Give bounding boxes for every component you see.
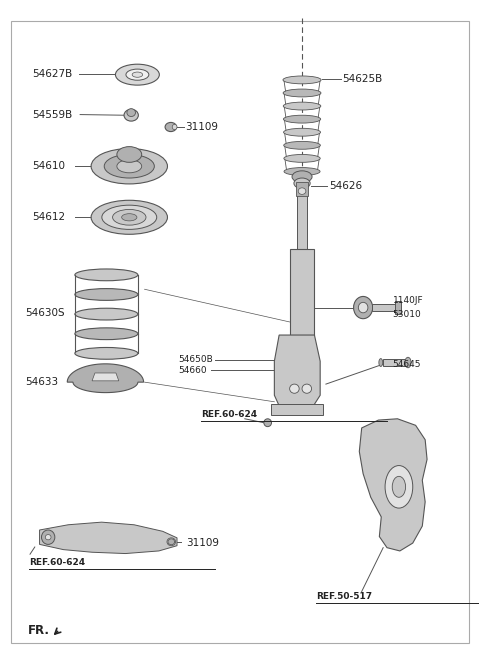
Ellipse shape <box>75 308 138 320</box>
Bar <box>372 304 396 311</box>
Text: 54633: 54633 <box>25 377 59 387</box>
Text: REF.60-624: REF.60-624 <box>29 558 85 566</box>
Ellipse shape <box>132 72 143 78</box>
Ellipse shape <box>302 384 312 394</box>
Text: 53010: 53010 <box>393 309 421 319</box>
Ellipse shape <box>121 214 137 221</box>
Ellipse shape <box>284 128 321 136</box>
Text: 31109: 31109 <box>187 538 219 548</box>
Text: 54650B: 54650B <box>178 355 213 365</box>
Bar <box>271 405 323 415</box>
Ellipse shape <box>294 178 310 189</box>
Ellipse shape <box>91 148 168 184</box>
Ellipse shape <box>284 141 320 149</box>
Ellipse shape <box>172 124 177 129</box>
Polygon shape <box>275 335 320 406</box>
Ellipse shape <box>41 530 55 545</box>
Ellipse shape <box>283 76 321 84</box>
Text: 54612: 54612 <box>33 212 66 222</box>
Ellipse shape <box>289 384 299 394</box>
Ellipse shape <box>75 269 138 281</box>
Ellipse shape <box>126 69 149 80</box>
Ellipse shape <box>284 168 320 175</box>
Ellipse shape <box>165 122 177 131</box>
Ellipse shape <box>45 535 51 540</box>
Text: REF.60-624: REF.60-624 <box>201 411 257 419</box>
Ellipse shape <box>298 188 306 194</box>
Ellipse shape <box>117 160 142 173</box>
Ellipse shape <box>117 147 142 162</box>
Ellipse shape <box>264 419 272 426</box>
Bar <box>296 182 308 196</box>
Bar <box>383 359 405 366</box>
Polygon shape <box>360 419 427 551</box>
Text: 54660: 54660 <box>178 366 206 375</box>
Text: 54625B: 54625B <box>343 74 383 83</box>
Polygon shape <box>92 373 119 381</box>
Ellipse shape <box>75 328 138 340</box>
Text: FR.: FR. <box>28 624 49 637</box>
Polygon shape <box>39 522 177 554</box>
Ellipse shape <box>379 359 383 367</box>
Ellipse shape <box>124 109 138 121</box>
Ellipse shape <box>168 539 175 545</box>
Text: 1140JF: 1140JF <box>393 296 423 305</box>
Ellipse shape <box>385 466 413 508</box>
Bar <box>289 249 314 335</box>
Bar <box>395 301 401 314</box>
Ellipse shape <box>359 302 368 313</box>
Text: 54627B: 54627B <box>33 69 72 79</box>
Text: 54626: 54626 <box>329 181 362 191</box>
Ellipse shape <box>284 154 320 162</box>
Polygon shape <box>67 364 144 393</box>
Text: 31109: 31109 <box>185 122 218 132</box>
Ellipse shape <box>104 154 155 178</box>
Text: 54630S: 54630S <box>25 307 65 318</box>
Bar <box>297 191 307 251</box>
Text: 54559B: 54559B <box>33 110 72 120</box>
Ellipse shape <box>127 108 135 116</box>
Ellipse shape <box>75 348 138 359</box>
Ellipse shape <box>167 538 176 546</box>
Ellipse shape <box>102 205 157 229</box>
Text: 54610: 54610 <box>33 161 65 171</box>
Ellipse shape <box>75 288 138 300</box>
Ellipse shape <box>91 200 168 235</box>
Ellipse shape <box>113 210 146 225</box>
Ellipse shape <box>392 476 406 497</box>
Ellipse shape <box>354 296 372 319</box>
Ellipse shape <box>283 102 321 110</box>
Ellipse shape <box>405 357 411 368</box>
Ellipse shape <box>283 89 321 97</box>
Ellipse shape <box>292 171 312 183</box>
Text: 54645: 54645 <box>393 360 421 369</box>
Ellipse shape <box>116 64 159 85</box>
Text: REF.50-517: REF.50-517 <box>316 592 372 601</box>
Ellipse shape <box>283 115 321 123</box>
